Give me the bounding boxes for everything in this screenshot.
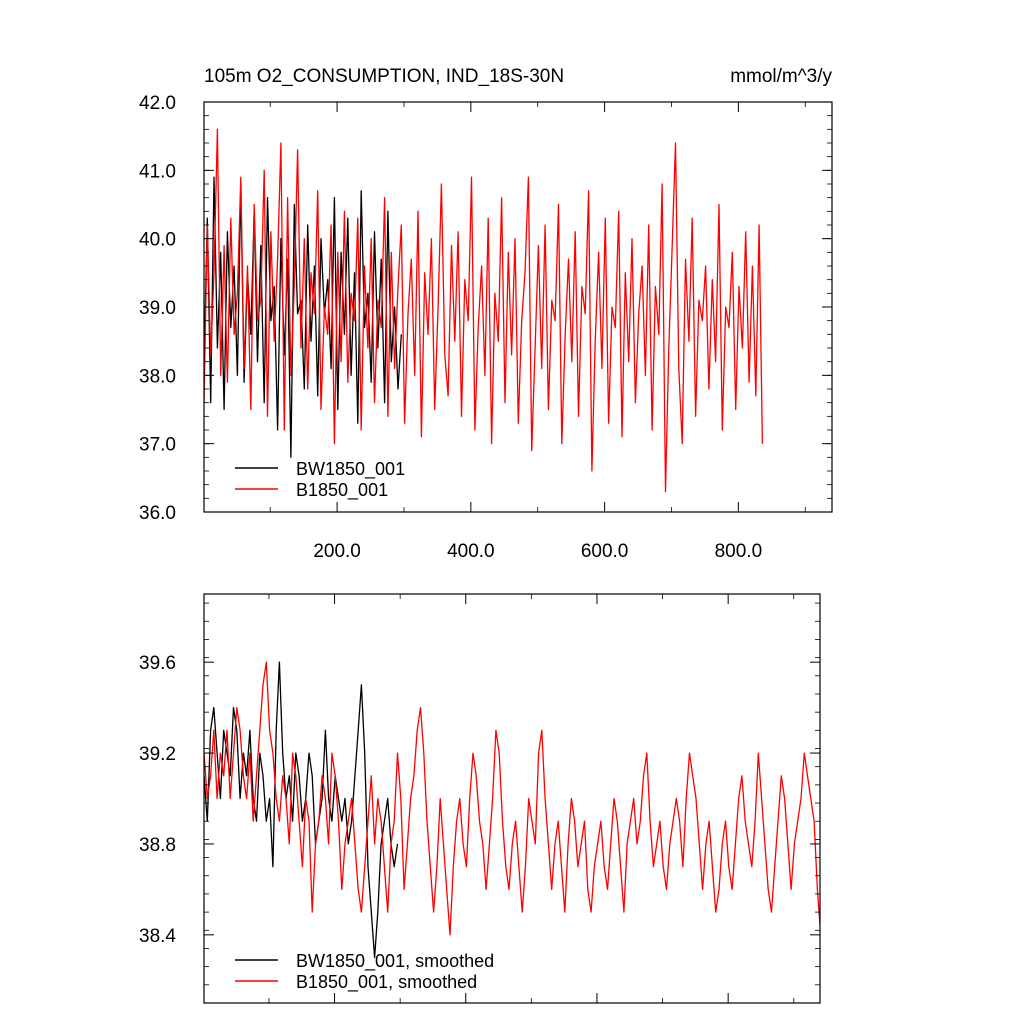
series-line-bw1850 [204, 176, 402, 458]
y-tick-label: 39.6 [139, 653, 176, 674]
x-tick-label: 400.0 [447, 541, 495, 562]
x-tick-label: 200.0 [313, 541, 361, 562]
y-tick-label: 41.0 [139, 161, 176, 182]
y-tick-label: 36.0 [139, 503, 176, 524]
legend-label: B1850_001, smoothed [296, 972, 477, 993]
x-tick-label: 600.0 [581, 541, 629, 562]
plot-frame [203, 593, 821, 1004]
panel-top: 36.0 37.0 38.0 39.0 40.0 41.0 42.0 200.0 400.0 60… [139, 93, 833, 562]
legend-label: B1850_001 [296, 480, 388, 501]
y-tick-label: 39.0 [139, 298, 176, 319]
y-tick-label: 39.2 [139, 744, 176, 765]
series-line-b1850 [204, 661, 820, 936]
series-group [204, 661, 820, 959]
y-tick-label: 38.4 [139, 926, 176, 947]
chart-title: 105m O2_CONSUMPTION, IND_18S-30N [204, 66, 564, 87]
series-group [204, 128, 764, 493]
panel-bottom: 38.4 38.8 39.2 39.6 BW1850_001, smoothedB185… [139, 593, 821, 1004]
y-tick-label: 40.0 [139, 230, 176, 251]
units-label: mmol/m^3/y [730, 66, 832, 87]
series-line-b1850 [204, 128, 764, 493]
y-tick-label: 38.0 [139, 366, 176, 387]
y-tick-label: 38.8 [139, 835, 176, 856]
y-tick-label: 37.0 [139, 435, 176, 456]
legend-label: BW1850_001, smoothed [296, 951, 494, 972]
y-tick-label: 42.0 [139, 93, 176, 114]
x-tick-label: 800.0 [715, 541, 763, 562]
series-line-bw1850 [204, 661, 399, 959]
legend-label: BW1850_001 [296, 459, 405, 480]
